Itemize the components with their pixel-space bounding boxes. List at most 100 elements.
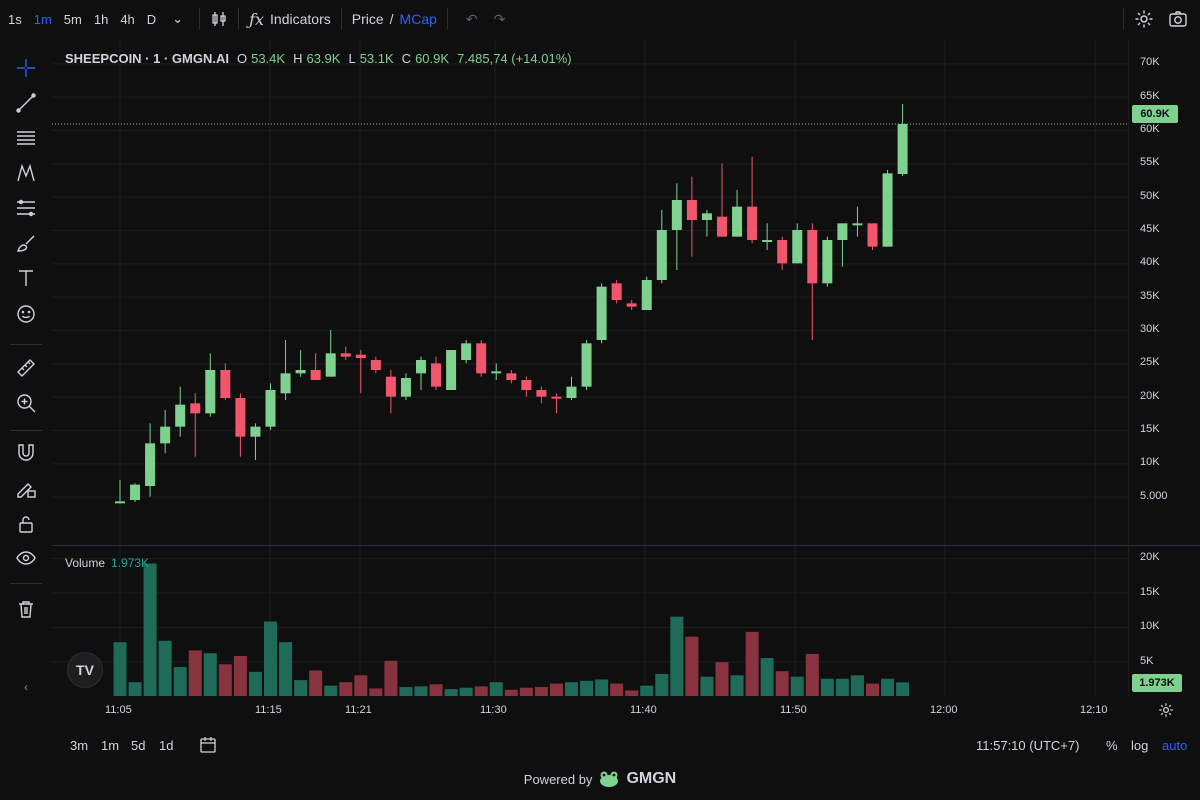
indicators-button[interactable]: ƒx Indicators [249,10,331,29]
undo-button[interactable]: ↶ [466,11,478,28]
tradingview-logo[interactable]: TV [67,652,103,688]
last-volume-tag: 1.973K [1132,674,1182,692]
fib-tool[interactable] [12,194,40,222]
volume-bar [279,642,293,696]
high-label: H [293,51,303,66]
timeframe-1h[interactable]: 1h [93,11,109,27]
timeframe-D[interactable]: D [146,11,157,27]
volume-bar [173,667,187,696]
candle-body [130,484,141,500]
candle-body [762,240,773,242]
candle [762,223,773,250]
candle [431,356,442,390]
fibonacci-icon [17,199,35,217]
brush-tool[interactable] [12,229,40,257]
open-label: O [236,51,248,66]
candle-body [280,373,291,394]
log-toggle[interactable]: log [1131,738,1149,753]
range-3m[interactable]: 3m [70,738,89,753]
candle-body [701,213,712,220]
time-tick-label: 12:00 [930,704,958,716]
candle [295,350,306,377]
auto-toggle[interactable]: auto [1162,738,1188,753]
screenshot-button[interactable] [1168,9,1188,29]
crosshair-tool[interactable] [12,54,40,82]
axis-settings-icon[interactable] [1158,702,1174,723]
volume-layer [113,563,910,696]
price-tick-label: 5.000 [1140,489,1168,502]
gmgn-brand[interactable]: GMGN [626,770,677,787]
candle [671,183,682,270]
volume-bar [203,653,217,696]
lock-tool[interactable] [12,510,40,538]
time-tick-label: 11:50 [780,704,807,716]
candle [701,210,712,237]
settings-button[interactable] [1134,9,1154,29]
delete-tool[interactable] [12,595,40,623]
volume-bar [489,682,503,696]
trend-line-tool[interactable] [12,89,40,117]
timeframe-5m[interactable]: 5m [63,11,82,27]
pattern-tool[interactable] [12,159,40,187]
collapse-toolbar-icon[interactable]: ‹ [24,680,28,694]
candle-type-button[interactable] [210,10,228,28]
top-toolbar: 1s 1m 5m 1h 4h D ⌄ ƒx Indicators Price / MCap… [0,0,1200,38]
candle-body [686,200,697,220]
clock-timezone[interactable]: 11:57:10 (UTC+7) [976,738,1080,753]
timeframe-4h[interactable]: 4h [120,11,135,27]
timeframe-1m[interactable]: 1m [33,11,52,27]
range-1d[interactable]: 1d [159,738,174,753]
price-tick-label: 50K [1140,189,1160,202]
lock-icon [19,516,33,533]
volume-bar [580,680,594,696]
volume-bar [730,675,744,696]
toolbar-divider [238,8,240,30]
candlestick-icon [212,12,226,26]
text-icon [19,270,33,286]
candle-body [822,240,833,284]
price-mcap-toggle[interactable]: Price / MCap [352,11,437,27]
range-1m[interactable]: 1m [101,738,120,753]
timeframe-dropdown-icon[interactable]: ⌄ [172,11,184,26]
volume-bar [790,676,804,696]
volume-bar [610,683,624,696]
price-label[interactable]: Price [351,11,384,27]
toolbar-divider [446,8,448,30]
candle [551,393,562,414]
redo-button[interactable]: ↷ [494,11,506,28]
visibility-tool[interactable] [12,544,40,572]
lock-drawing-tool[interactable] [12,474,40,502]
horizontal-lines-tool[interactable] [12,124,40,152]
crosshair-icon [17,59,35,77]
timeframe-1s[interactable]: 1s [8,11,22,27]
text-tool[interactable] [12,264,40,292]
candle [717,163,727,237]
candle-body [115,501,125,504]
ruler-tool[interactable] [12,354,40,382]
candle-body [265,390,276,427]
candle [476,340,487,377]
candle-body [190,403,201,414]
candle-body [325,353,336,377]
volume-bar [519,687,533,696]
range-5d[interactable]: 5d [131,738,146,753]
magnet-tool[interactable] [12,438,40,466]
candle-body [641,280,652,310]
candle-body [671,200,682,230]
candle [882,170,893,247]
close-value: 60.9K [415,51,450,66]
time-tick-label: 11:05 [105,704,132,716]
candle [400,373,411,400]
emoji-tool[interactable] [12,300,40,328]
symbol-name[interactable]: SHEEPCOIN · 1 · GMGN.AI [65,51,229,66]
zoom-tool[interactable] [12,389,40,417]
volume-bar [264,621,277,696]
candle [205,353,216,417]
date-range-button[interactable] [198,735,218,758]
volume-bar [625,690,639,696]
powered-by-text: Powered by [523,771,593,787]
mcap-label[interactable]: MCap [399,11,437,27]
percent-toggle[interactable]: % [1106,738,1118,753]
candle-body [355,354,366,358]
